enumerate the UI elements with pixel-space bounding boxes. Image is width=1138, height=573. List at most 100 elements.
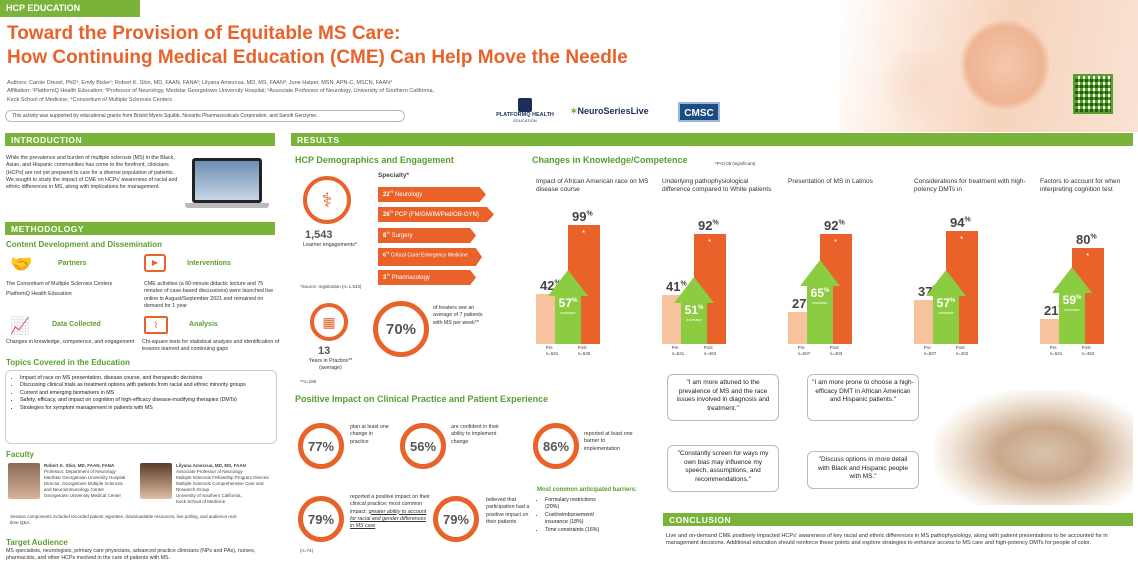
title-line-1: Toward the Provision of Equitable MS Car… bbox=[7, 23, 401, 44]
increase-arrow-icon bbox=[1052, 267, 1092, 294]
quote-card: "Constantly screen for ways my own bias … bbox=[667, 445, 779, 492]
session-note: Session components included recorded pat… bbox=[10, 514, 238, 525]
introduction-heading: INTRODUCTION bbox=[5, 133, 275, 146]
list-item: Current and emerging biomarkers in MS bbox=[20, 390, 270, 397]
impact-text: plan at least one change in practice bbox=[350, 424, 389, 445]
authors-block: Authors: Carole Drexel, PhD¹; Emily Bixl… bbox=[7, 79, 527, 104]
laptop-image bbox=[185, 158, 269, 210]
conclusion-text: Live and on-demand CME positively impact… bbox=[666, 533, 1108, 547]
chart-axis-labels: Pre n=531 Post n=463 bbox=[1049, 345, 1095, 356]
list-item: Discussing clinical trials as treatment … bbox=[20, 382, 270, 389]
treaters-ring: 70% bbox=[373, 301, 429, 357]
specialty-row: 26% PCP (FM/GM/IM/Ped/OB-GYN) bbox=[378, 207, 494, 222]
n-note: **n=186 bbox=[300, 379, 317, 384]
handshake-icon: 🤝 bbox=[10, 254, 33, 274]
list-item: Formulary restrictions (20%) bbox=[545, 497, 607, 512]
introduction-text: While the prevalence and burden of multi… bbox=[6, 155, 178, 191]
authors: Authors: Carole Drexel, PhD¹; Emily Bixl… bbox=[7, 80, 393, 86]
list-item: Strategies for symptom management in pat… bbox=[20, 405, 270, 412]
chart-value-post: 92% bbox=[824, 217, 845, 233]
hcp-education-tag: HCP EDUCATION bbox=[0, 0, 140, 17]
topics-list: Impact of race on MS presentation, disea… bbox=[12, 375, 270, 412]
chart-value-increase: 57% increase bbox=[933, 295, 959, 344]
chart-category-label: Presentation of MS in Latinos bbox=[788, 178, 873, 185]
support-statement: This activity was supported by education… bbox=[5, 110, 405, 122]
chart-value-increase: 65% increase bbox=[807, 286, 833, 344]
faculty-heading: Faculty bbox=[6, 450, 35, 459]
specialty-row: 8% Surgery bbox=[378, 228, 476, 243]
impact-text: are confident in their ability to implem… bbox=[451, 424, 499, 445]
faculty-amezcua: Lilyana Amezcua, MD, MS, FAAN Associate … bbox=[176, 463, 270, 504]
doctor-icon: ⚕ bbox=[303, 176, 351, 224]
results-heading: RESULTS bbox=[291, 133, 1133, 146]
impact-ring-79-practice: 79% bbox=[298, 496, 344, 542]
conclusion-heading: CONCLUSION bbox=[663, 513, 1133, 526]
chart-axis-labels: Pre n=631 Post n=635 bbox=[545, 345, 591, 356]
chart-value-post: 99% bbox=[572, 209, 593, 225]
chart-value-post: 80% bbox=[1076, 232, 1097, 247]
barriers-heading: Most common anticipated barriers: bbox=[537, 487, 638, 493]
chart-axis-labels: Pre n=507 Post n=403 bbox=[797, 345, 843, 356]
specialty-label: Specialty* bbox=[378, 172, 410, 179]
impact-text: reported at least one barrier to impleme… bbox=[584, 431, 633, 452]
topics-box: Impact of race on MS presentation, disea… bbox=[5, 370, 277, 444]
knowledge-chart: Impact of African American race on MS di… bbox=[530, 176, 1130, 362]
chart-axis-labels: Pre n=531 Post n=463 bbox=[671, 345, 717, 356]
increase-arrow-icon bbox=[800, 260, 840, 286]
significance-star: * bbox=[708, 237, 712, 247]
data-collected-title: Data Collected bbox=[52, 321, 101, 328]
platformq-logo: PLATFORMQ HEALTH EDUCATION bbox=[490, 98, 560, 123]
impact-n-note: (n=74) bbox=[300, 548, 314, 553]
knowledge-heading: Changes in Knowledge/Competence bbox=[532, 155, 688, 165]
significance-star: * bbox=[834, 237, 838, 247]
chart-category-label: Underlying pathophysiological difference… bbox=[662, 178, 772, 193]
chart-value-post: 92% bbox=[698, 217, 719, 233]
list-item: Impact of race on MS presentation, disea… bbox=[20, 375, 270, 382]
quote-card: "I am more attuned to the prevalence of … bbox=[667, 374, 779, 421]
quote-card: "Discuss options in more detail with Bla… bbox=[807, 451, 919, 489]
impact-text: believed that participation had a positi… bbox=[486, 497, 530, 525]
partners-title: Partners bbox=[58, 260, 87, 267]
significance-note: *P<0.05 (significant) bbox=[715, 161, 756, 166]
chart-value-post: 94% bbox=[950, 215, 971, 231]
affiliation-line-1: Affiliation: ¹PlatformQ Health Education… bbox=[7, 88, 435, 95]
analysis-text: Chi-square tests for statistical analysi… bbox=[142, 339, 280, 353]
impact-ring-56: 56% bbox=[400, 423, 446, 469]
learners-label: Learner engagements* bbox=[303, 242, 357, 248]
qr-code-icon[interactable] bbox=[1073, 74, 1113, 114]
impact-ring-77: 77% bbox=[298, 423, 344, 469]
list-item: Time constraints (16%) bbox=[545, 527, 607, 534]
significance-star: * bbox=[960, 235, 964, 245]
chart-category-label: Considerations for treatment with high-p… bbox=[914, 178, 1026, 193]
analysis-title: Analysis bbox=[189, 321, 218, 328]
target-audience-text: MS specialists, neurologists, primary ca… bbox=[6, 548, 256, 562]
caregiver-photo bbox=[935, 390, 1133, 505]
impact-ring-86: 86% bbox=[533, 423, 579, 469]
data-collected-text: Changes in knowledge, competence, and en… bbox=[6, 339, 135, 345]
impact-heading: Positive Impact on Clinical Practice and… bbox=[295, 394, 549, 404]
impact-text: reported a positive impact on their clin… bbox=[350, 494, 430, 530]
target-audience-heading: Target Audience bbox=[6, 538, 68, 547]
neuroserieslive-logo: ✶NeuroSeriesLive bbox=[570, 106, 649, 116]
interventions-title: Interventions bbox=[187, 260, 231, 267]
increase-arrow-icon bbox=[674, 276, 714, 303]
cmsc-logo: CMSC bbox=[678, 102, 720, 122]
chart-line-icon: 📈 bbox=[10, 318, 30, 335]
affiliation-line-2: Keck School of Medicine; ⁴Consortium of … bbox=[7, 96, 172, 103]
hero-photo bbox=[840, 0, 1138, 132]
chart-category-label: Impact of African American race on MS di… bbox=[536, 178, 649, 193]
title-line-2: How Continuing Medical Education (CME) C… bbox=[7, 47, 628, 68]
content-development-heading: Content Development and Dissemination bbox=[6, 240, 163, 249]
faculty-shin: Robert K. Shin, MD, FAAN, FANA Professor… bbox=[44, 463, 126, 498]
increase-arrow-icon bbox=[926, 269, 966, 296]
methodology-heading: METHODOLOGY bbox=[5, 222, 275, 235]
faculty-photo-shin bbox=[8, 463, 40, 499]
significance-star: * bbox=[582, 229, 586, 239]
specialty-row: 6% Critical Care/ Emergency Medicine bbox=[378, 248, 482, 266]
interventions-text: CME activities (a 60-minute didactic lec… bbox=[144, 281, 274, 309]
star-icon: ✶ bbox=[570, 106, 578, 116]
treaters-text: of treaters see an average of 7 patients… bbox=[433, 305, 483, 326]
poster-title: Toward the Provision of Equitable MS Car… bbox=[7, 22, 767, 70]
demographics-heading: HCP Demographics and Engagement bbox=[295, 155, 454, 165]
chart-value-increase: 51% increase bbox=[681, 302, 707, 344]
